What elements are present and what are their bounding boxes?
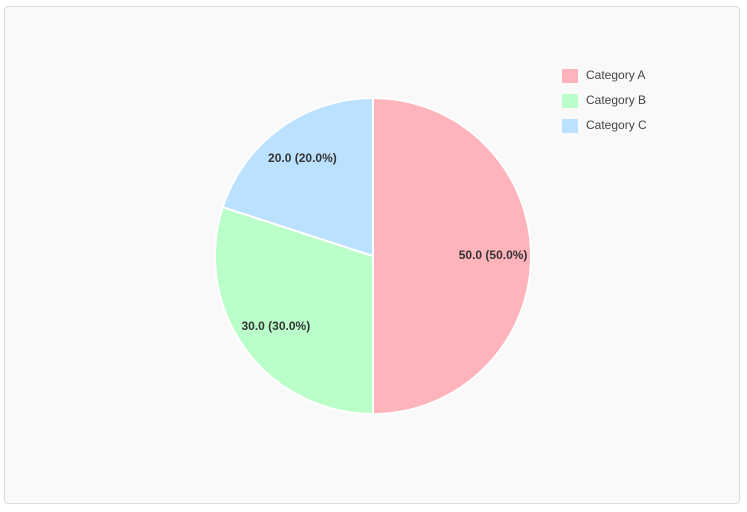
value-label: 50.0 (50.0%) [459, 248, 528, 262]
pie-slice [214, 205, 374, 416]
pie-slice [221, 96, 374, 258]
legend-swatch [562, 94, 578, 108]
legend-swatch [562, 119, 578, 133]
legend-label: Category B [586, 93, 646, 107]
pie-slice [372, 96, 532, 416]
legend-label: Category A [586, 68, 645, 82]
value-label: 20.0 (20.0%) [268, 151, 337, 165]
legend-label: Category C [586, 118, 647, 132]
value-label: 30.0 (30.0%) [241, 319, 310, 333]
legend-swatch [562, 69, 578, 83]
